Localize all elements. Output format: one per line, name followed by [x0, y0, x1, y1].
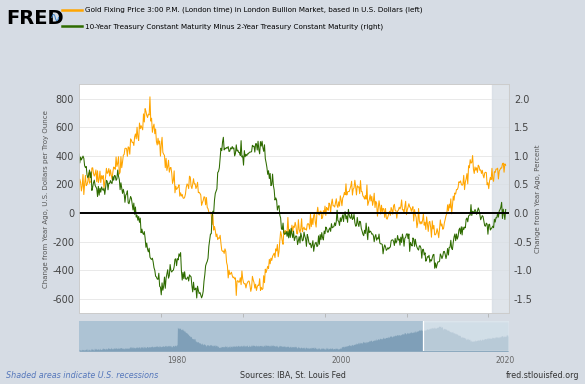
- Y-axis label: Change from Year Ago, Percent: Change from Year Ago, Percent: [535, 144, 542, 253]
- Text: Shaded areas indicate U.S. recessions: Shaded areas indicate U.S. recessions: [6, 371, 158, 380]
- Bar: [423, 321, 509, 351]
- Text: 10-Year Treasury Constant Maturity Minus 2-Year Treasury Constant Maturity (righ: 10-Year Treasury Constant Maturity Minus…: [85, 23, 383, 30]
- Text: FRED: FRED: [6, 9, 64, 28]
- Bar: [492, 84, 509, 313]
- Text: Gold Fixing Price 3:00 P.M. (London time) in London Bullion Market, based in U.S: Gold Fixing Price 3:00 P.M. (London time…: [85, 7, 422, 13]
- Text: ∿: ∿: [50, 12, 60, 25]
- Text: Sources: IBA, St. Louis Fed: Sources: IBA, St. Louis Fed: [240, 371, 345, 380]
- Text: fred.stlouisfed.org: fred.stlouisfed.org: [505, 371, 579, 380]
- Y-axis label: Change from Year Ago, U.S. Dollars per Troy Ounce: Change from Year Ago, U.S. Dollars per T…: [43, 110, 49, 288]
